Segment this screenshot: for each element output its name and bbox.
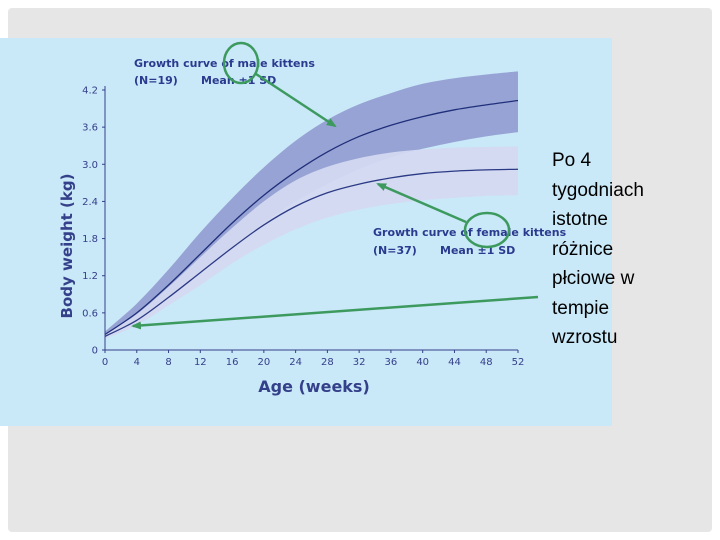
- tick-labels: 0 4 8 12 16 20 24 28 32 36 40 44 48 5200.61.21.82.43.…: [82, 86, 524, 369]
- x-tick-label: 4: [134, 357, 140, 368]
- male-annotation-title: Growth curve of male kittens: [134, 57, 315, 70]
- side-caption: Po 4 tygodniach istotne różnice płciowe …: [552, 150, 644, 348]
- y-tick-label: 3.0: [82, 160, 98, 171]
- axes: [104, 86, 518, 351]
- female-annotation-title: Growth curve of female kittens: [373, 226, 567, 239]
- male-mean-line: [104, 99, 519, 336]
- y-tick-label: 1.8: [82, 234, 98, 245]
- y-tick-label: 3.6: [82, 123, 98, 134]
- male-annotation: Growth curve of male kittens (N=19) Mean…: [134, 57, 315, 87]
- x-tick-label: 32: [353, 357, 366, 368]
- x-tick-label: 36: [385, 357, 398, 368]
- x-tick-label: 44: [448, 357, 461, 368]
- x-tick-label: 48: [480, 357, 493, 368]
- female-annotation-sd: Mean ±1 SD: [440, 244, 515, 257]
- female-sd-band: [105, 146, 518, 339]
- y-tick-label: 0.6: [82, 308, 98, 319]
- chart-panel: 0 4 8 12 16 20 24 28 32 36 40 44 48 52 0 0.6 1.2 1.8 2.4 3.…: [0, 38, 612, 426]
- x-tick-label: 40: [416, 357, 429, 368]
- y-tick-label: 2.4: [82, 197, 98, 208]
- female-annotation-n: (N=37): [373, 244, 417, 257]
- y-tick-label: 0: [92, 346, 98, 357]
- growth-chart: 0 4 8 12 16 20 24 28 32 36 40 44 48 5200.61.21.82.43.…: [58, 57, 567, 396]
- x-tick-label: 24: [289, 357, 302, 368]
- male-annotation-sd: Mean ±1 SD: [201, 74, 276, 87]
- y-tick-label: 1.2: [82, 271, 98, 282]
- y-axis-label: Body weight (kg): [58, 174, 76, 319]
- x-tick-label: 28: [321, 357, 334, 368]
- mean-lines: [104, 99, 519, 337]
- y-tick-label: 4.2: [82, 86, 98, 97]
- male-annotation-n: (N=19): [134, 74, 178, 87]
- x-tick-label: 52: [512, 357, 525, 368]
- male-sd-band: [105, 71, 518, 338]
- female-mean-line: [104, 168, 519, 337]
- x-tick-label: 16: [226, 357, 239, 368]
- x-tick-label: 0: [102, 357, 108, 368]
- female-annotation: Growth curve of female kittens (N=37) Me…: [373, 226, 567, 257]
- x-tick-label: 12: [194, 357, 207, 368]
- x-tick-label: 8: [165, 357, 171, 368]
- x-tick-label: 20: [257, 357, 270, 368]
- x-axis-label: Age (weeks): [258, 377, 370, 396]
